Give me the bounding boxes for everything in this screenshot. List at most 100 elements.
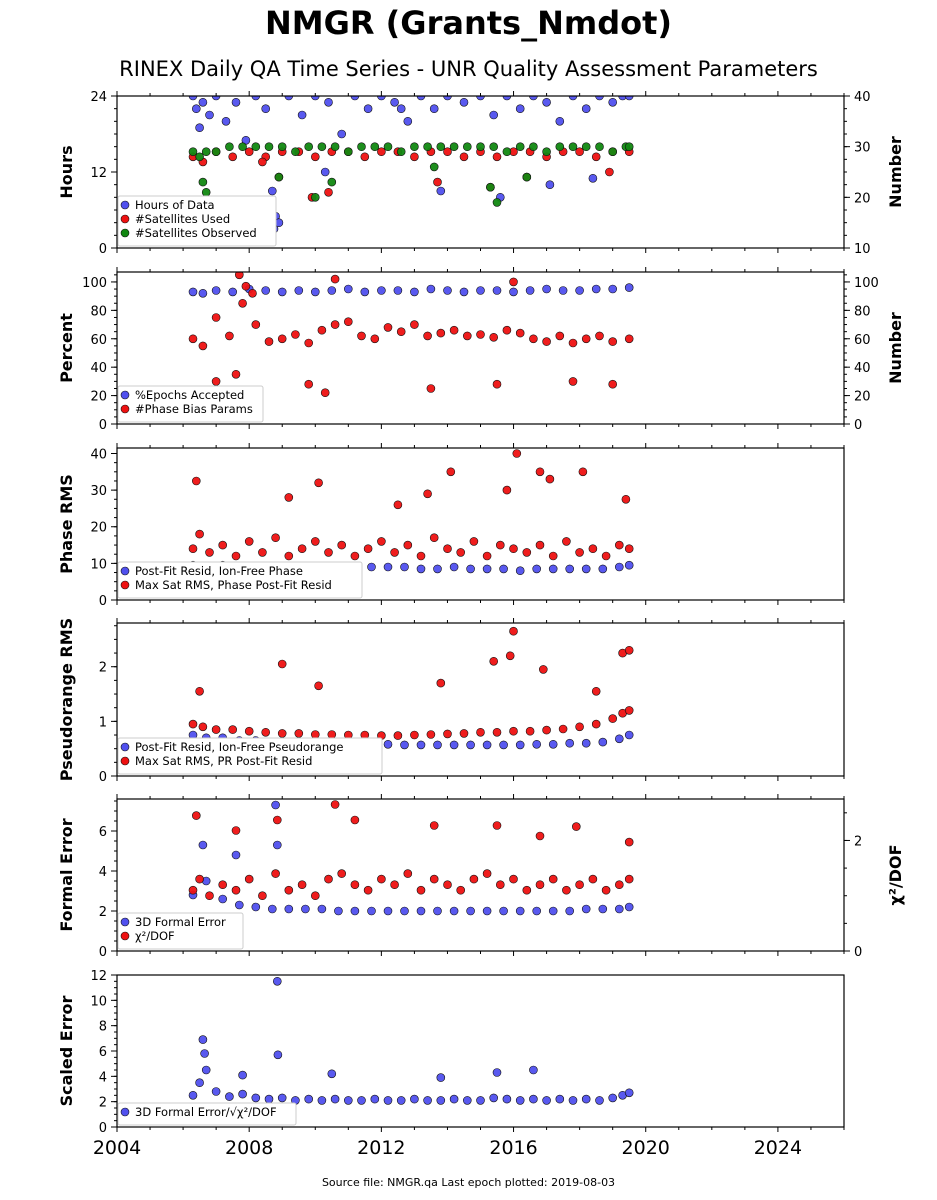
data-point: [317, 1096, 327, 1105]
data-point: [548, 551, 558, 561]
data-point: [581, 904, 591, 914]
data-point: [244, 726, 254, 736]
data-point: [624, 645, 634, 655]
data-point: [624, 1088, 634, 1098]
data-point: [509, 726, 518, 736]
data-point: [231, 98, 241, 107]
legend-label: Post-Fit Resid, Ion-Free Phase: [135, 564, 303, 578]
data-point: [489, 332, 499, 342]
y-axis-label: Hours: [57, 145, 76, 198]
data-point: [542, 725, 551, 735]
data-layer: [188, 976, 634, 1105]
data-point: [614, 880, 624, 890]
y-tick-label: 20: [90, 390, 107, 405]
data-point: [357, 331, 366, 341]
data-point: [248, 288, 257, 298]
data-point: [502, 96, 512, 101]
data-point: [499, 906, 508, 916]
data-point: [251, 142, 261, 151]
data-point: [525, 286, 535, 295]
data-point: [509, 287, 518, 297]
data-point: [476, 142, 485, 151]
data-point: [188, 287, 198, 297]
data-point: [304, 338, 314, 348]
legend-label: 3D Formal Error/√χ²/DOF: [135, 1105, 277, 1119]
data-point: [588, 874, 598, 884]
data-point: [198, 341, 208, 351]
data-point: [377, 96, 386, 101]
y-right-tick-label: 40: [854, 90, 871, 105]
x-tick-label: 2020: [622, 1137, 670, 1159]
y-right-axis-label: Number: [886, 312, 905, 384]
data-point: [198, 840, 208, 850]
plot-frame: [116, 798, 845, 952]
data-point: [476, 330, 485, 339]
data-point: [515, 328, 525, 338]
data-layer: [188, 96, 634, 234]
data-point: [529, 96, 538, 101]
data-point: [466, 740, 475, 750]
data-point: [433, 564, 442, 574]
data-point: [462, 1096, 472, 1105]
data-point: [310, 730, 320, 739]
data-point: [390, 98, 399, 107]
data-point: [575, 880, 584, 890]
data-point: [327, 730, 337, 739]
data-point: [317, 142, 327, 151]
data-point: [571, 822, 581, 831]
data-point: [449, 740, 459, 750]
data-point: [261, 727, 271, 737]
data-point: [492, 727, 502, 737]
data-point: [192, 104, 201, 113]
data-point: [327, 1069, 337, 1079]
y-tick-label: 1: [99, 715, 107, 730]
data-point: [284, 885, 294, 895]
data-point: [575, 548, 584, 557]
data-point: [624, 730, 634, 740]
data-point: [195, 152, 204, 162]
y-tick-label: 100: [82, 276, 107, 291]
data-point: [238, 142, 247, 151]
legend-label: #Satellites Observed: [135, 226, 257, 240]
data-point: [377, 147, 386, 156]
data-point: [499, 740, 508, 750]
data-point: [330, 142, 340, 151]
legend: Post-Fit Resid, Ion-Free PseudorangeMax …: [117, 737, 383, 775]
data-point: [509, 544, 518, 554]
data-point: [403, 117, 413, 126]
data-point: [535, 540, 545, 550]
data-point: [476, 96, 485, 101]
data-point: [291, 330, 300, 339]
data-point: [476, 727, 485, 737]
y-tick-label: 0: [99, 418, 107, 433]
data-point: [416, 885, 426, 895]
y-tick-label: 12: [90, 969, 107, 984]
y-tick-label: 0: [99, 945, 107, 960]
data-point: [225, 142, 234, 151]
data-point: [482, 869, 492, 878]
data-point: [231, 885, 241, 895]
data-point: [192, 811, 201, 820]
data-point: [436, 186, 446, 196]
data-point: [443, 96, 452, 101]
data-point: [621, 494, 631, 504]
data-point: [462, 331, 472, 341]
data-point: [370, 142, 380, 151]
data-point: [238, 1070, 247, 1080]
y-tick-label: 2: [99, 1096, 107, 1111]
data-point: [277, 1093, 287, 1103]
data-point: [568, 377, 578, 386]
y-axis-label: Phase RMS: [57, 474, 76, 574]
legend-label: %Epochs Accepted: [135, 388, 244, 402]
data-point: [304, 379, 314, 389]
data-point: [264, 1094, 274, 1104]
data-point: [568, 338, 578, 348]
data-point: [274, 172, 284, 182]
data-point: [393, 500, 403, 510]
data-point: [522, 885, 532, 895]
data-point: [211, 725, 221, 734]
data-point: [522, 172, 532, 182]
data-point: [608, 1093, 618, 1103]
data-point: [198, 1035, 208, 1044]
data-point: [320, 167, 330, 177]
